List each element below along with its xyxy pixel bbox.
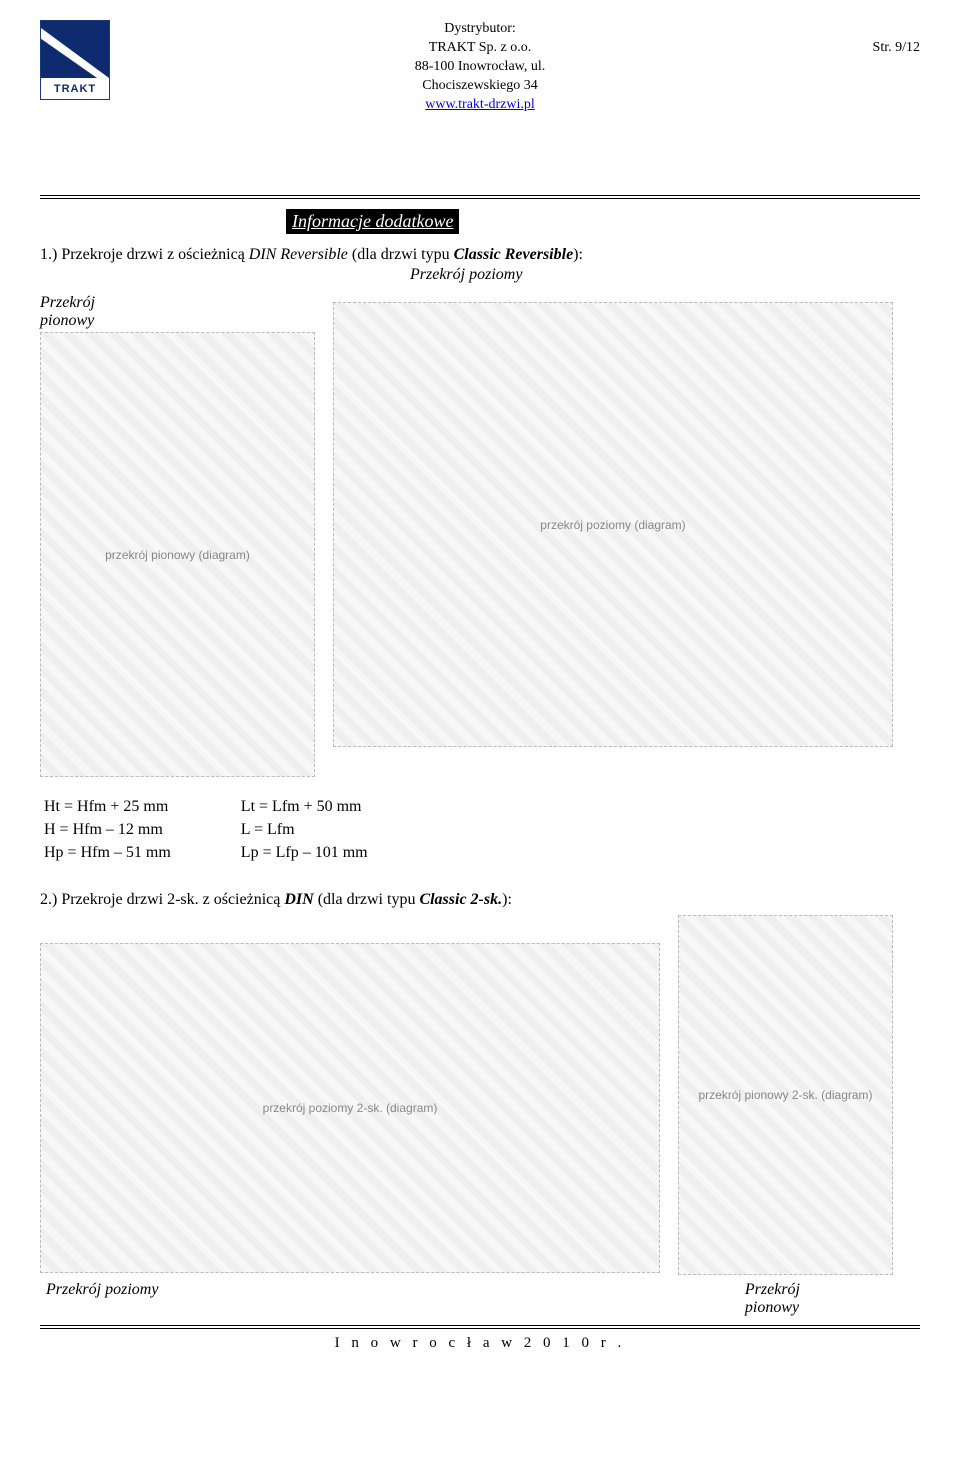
footer-rule xyxy=(40,1325,920,1326)
address-line-1: 88-100 Inowrocław, ul. xyxy=(415,58,546,77)
header-rule xyxy=(40,195,920,199)
formula: Lp = Lfp – 101 mm xyxy=(241,841,368,864)
company-name: TRAKT Sp. z o.o. xyxy=(415,39,546,58)
formula: Ht = Hfm + 25 mm xyxy=(44,795,171,818)
diagram-item2-horizontal: przekrój poziomy 2-sk. (diagram) xyxy=(40,943,660,1273)
formula: L = Lfm xyxy=(241,818,368,841)
website-link[interactable]: www.trakt-drzwi.pl xyxy=(425,97,535,112)
item-1-num: 1.) xyxy=(40,246,57,263)
formula: Lt = Lfm + 50 mm xyxy=(241,795,368,818)
item-2-heading: 2.) Przekroje drzwi 2-sk. z ościeżnicą D… xyxy=(40,891,920,909)
formula: Hp = Hfm – 51 mm xyxy=(44,841,171,864)
footer-rule xyxy=(40,1328,920,1329)
distributor-block: Dystrybutor: TRAKT Sp. z o.o. 88-100 Ino… xyxy=(415,20,546,114)
diagram-item1-vertical: przekrój pionowy (diagram) xyxy=(40,332,315,777)
diagram-item1-horizontal: przekrój poziomy (diagram) xyxy=(333,302,893,747)
section-title: Informacje dodatkowe xyxy=(286,209,459,234)
formulas-col-2: Lt = Lfm + 50 mm L = Lfm Lp = Lfp – 101 … xyxy=(241,795,368,865)
logo-text: TRAKT xyxy=(41,78,109,99)
footer-labels: Przekrój poziomy Przekrój pionowy xyxy=(40,1275,920,1317)
formula: H = Hfm – 12 mm xyxy=(44,818,171,841)
distributor-label: Dystrybutor: xyxy=(415,20,546,39)
page-header: TRAKT Dystrybutor: TRAKT Sp. z o.o. 88-1… xyxy=(40,20,920,100)
logo: TRAKT xyxy=(40,20,110,100)
label-przekroj-poziomy-2: Przekrój poziomy xyxy=(46,1281,158,1317)
label-przekroj-poziomy-1: Przekrój poziomy xyxy=(410,266,522,284)
diagram-item2-vertical: przekrój pionowy 2-sk. (diagram) xyxy=(678,915,893,1275)
address-line-2: Chociszewskiego 34 xyxy=(415,77,546,96)
formulas-col-1: Ht = Hfm + 25 mm H = Hfm – 12 mm Hp = Hf… xyxy=(44,795,171,865)
item-2-num: 2.) xyxy=(40,891,57,908)
item-1-heading: 1.) Przekroje drzwi z ościeżnicą DIN Rev… xyxy=(40,246,920,264)
label-przekroj-pionowy-2: Przekrój pionowy xyxy=(745,1281,800,1317)
page-number: Str. 9/12 xyxy=(873,40,920,56)
footer-text: I n o w r o c ł a w 2 0 1 0 r . xyxy=(40,1335,920,1352)
formulas-block: Ht = Hfm + 25 mm H = Hfm – 12 mm Hp = Hf… xyxy=(44,795,920,865)
